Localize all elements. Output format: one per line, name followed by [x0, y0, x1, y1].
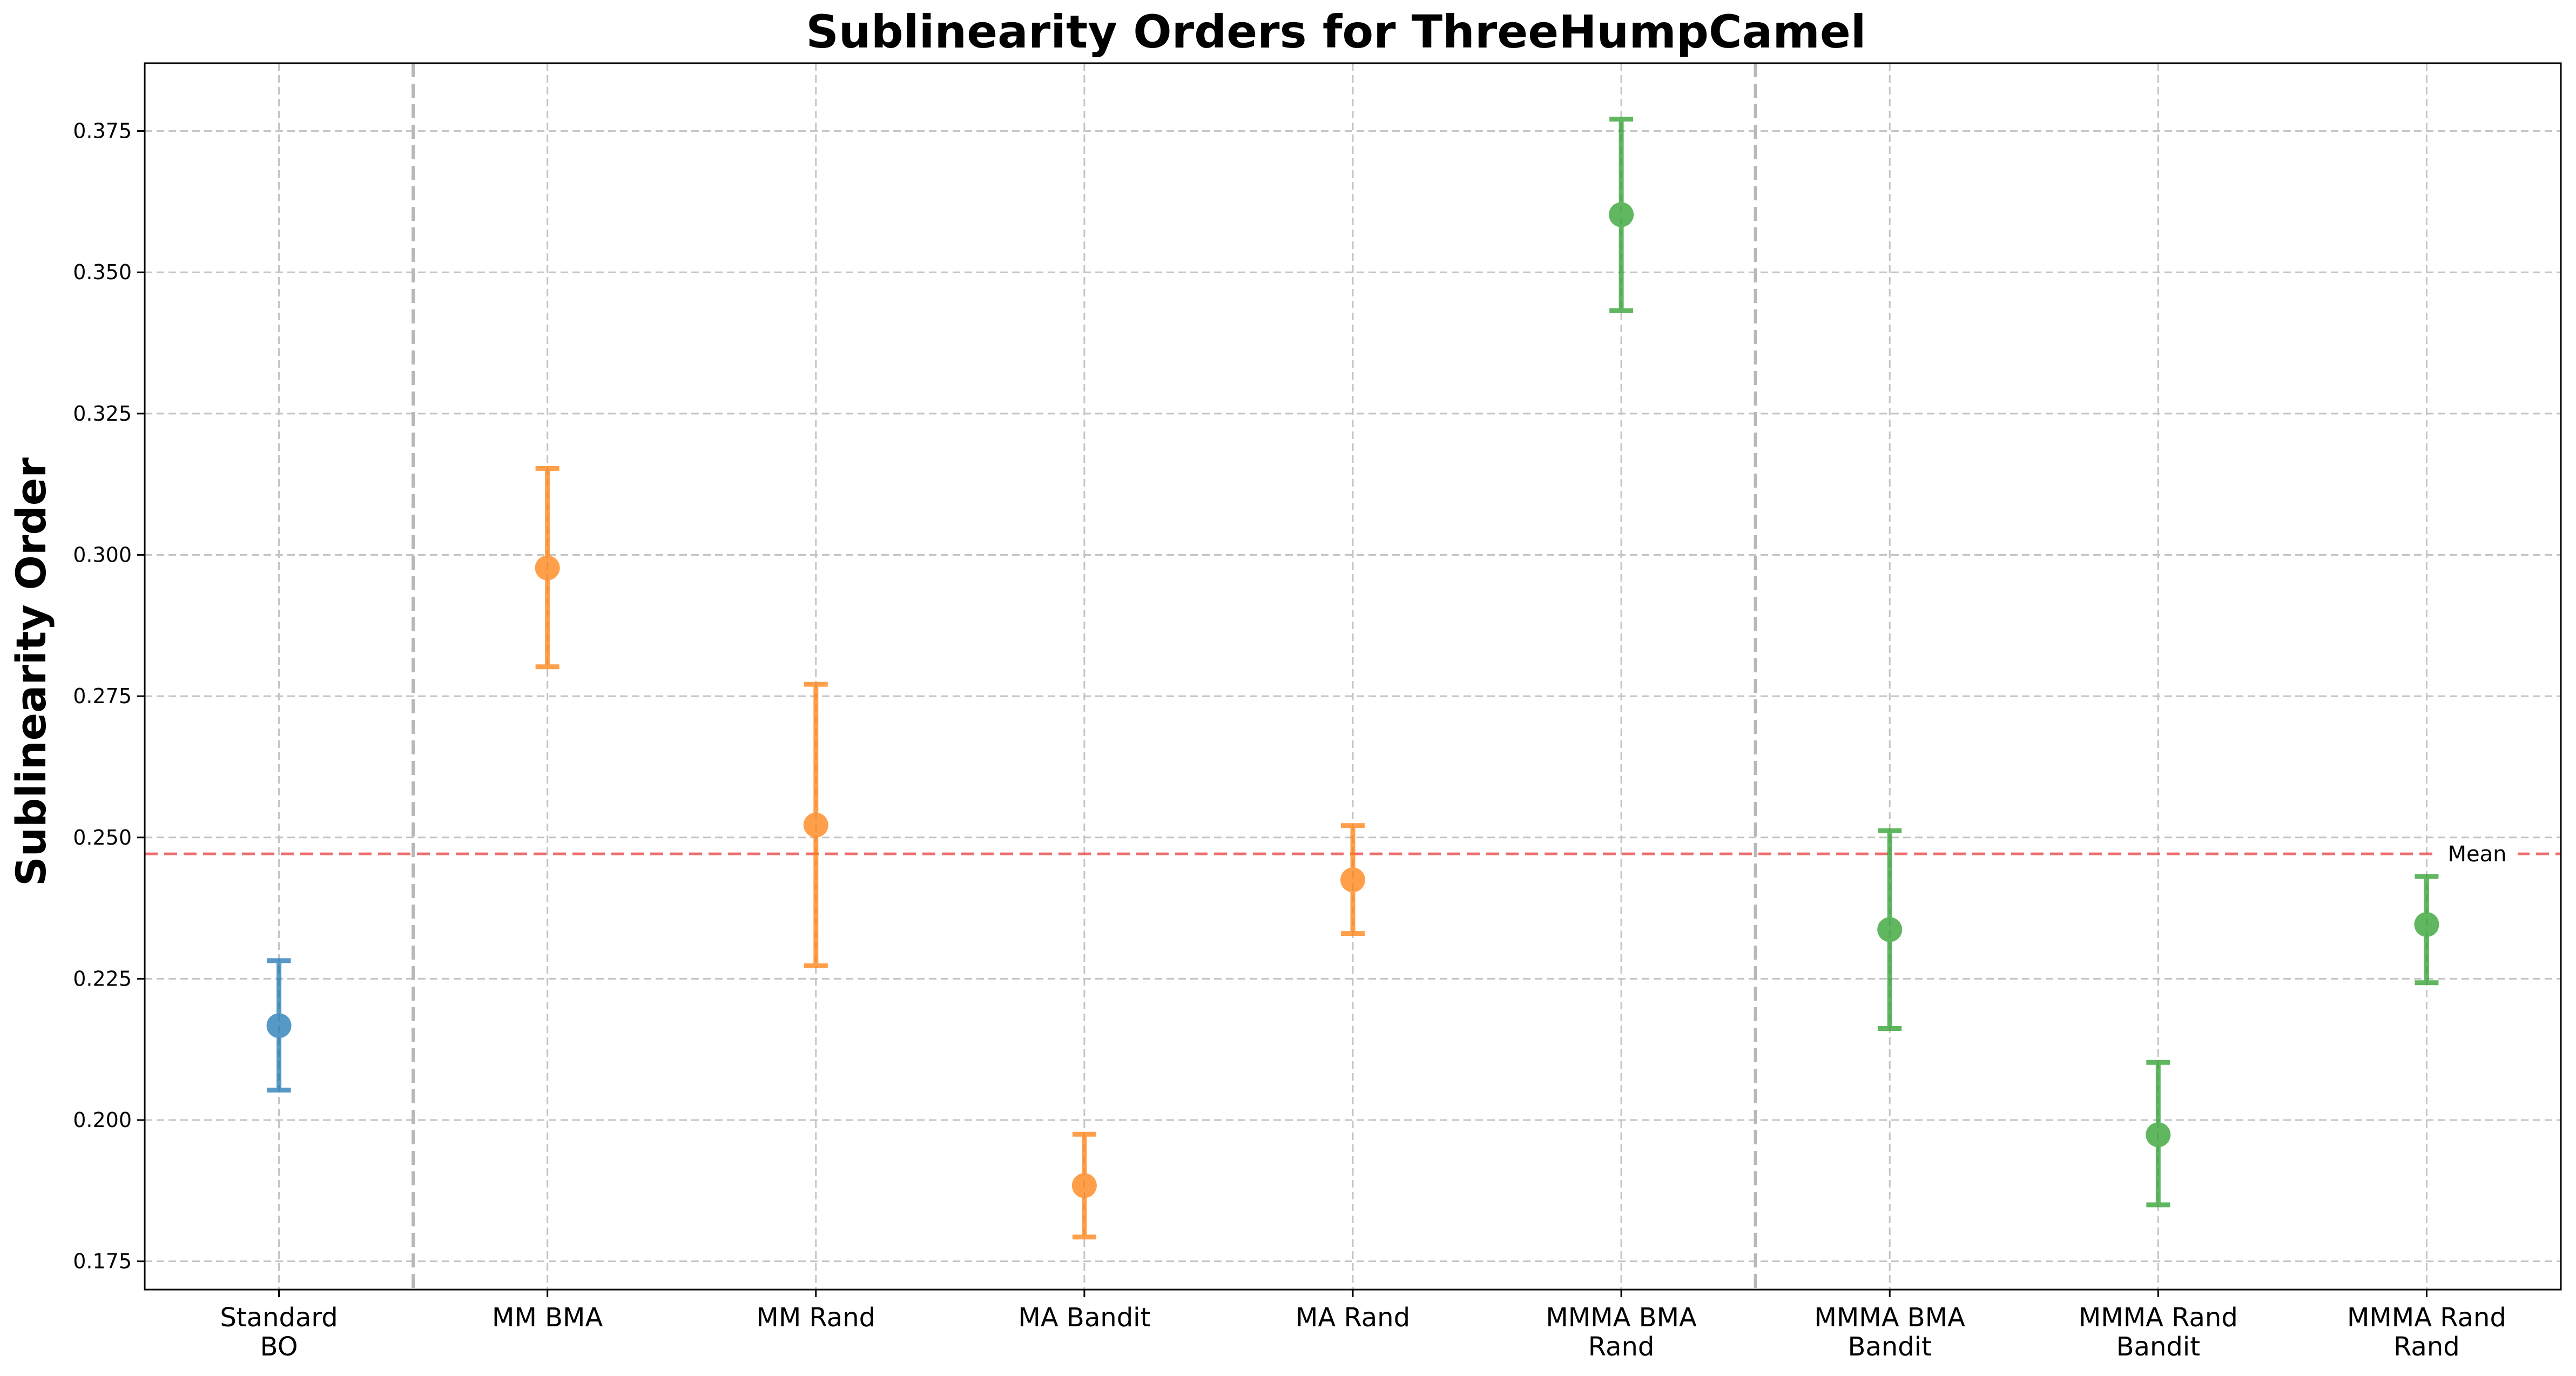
x-tick-label: Standard BO	[220, 1303, 338, 1362]
y-axis-label: Sublinearity Order	[7, 457, 55, 886]
data-point-marker	[2146, 1122, 2171, 1148]
grid	[145, 63, 2561, 1290]
x-tick-label: MMMA BMA Rand	[1546, 1303, 1697, 1362]
y-tick-label: 0.350	[73, 260, 132, 284]
data-point-marker	[2414, 912, 2439, 937]
x-tick-label-line: Rand	[2393, 1332, 2460, 1362]
x-tick-label-line: MMMA BMA	[1814, 1303, 1965, 1333]
x-tick-label-line: Bandit	[1848, 1332, 1932, 1362]
x-tick-label: MM BMA	[492, 1303, 603, 1333]
error-point	[535, 466, 560, 670]
x-tick-label-line: MA Bandit	[1018, 1303, 1150, 1333]
y-tick-label: 0.175	[73, 1250, 132, 1273]
y-tick-label: 0.325	[73, 402, 132, 426]
data-points	[266, 117, 2439, 1240]
error-point	[803, 682, 828, 968]
y-tick-label: 0.275	[73, 684, 132, 708]
error-point	[1877, 828, 1903, 1031]
data-point-marker	[1877, 917, 1903, 942]
y-tick-label: 0.225	[73, 967, 132, 990]
data-point-marker	[535, 555, 560, 581]
error-point	[1340, 823, 1365, 936]
x-tick-label-line: Bandit	[2116, 1332, 2200, 1362]
mean-label-background	[2437, 839, 2518, 869]
y-tick-label: 0.300	[73, 543, 132, 566]
data-point-marker	[803, 812, 828, 838]
x-tick-label: MMMA Rand Rand	[2347, 1303, 2506, 1362]
error-point	[2146, 1060, 2171, 1208]
x-tick-label-line: MM BMA	[492, 1303, 603, 1333]
x-tick-label: MMMA Rand Bandit	[2079, 1303, 2238, 1362]
error-point	[2414, 874, 2439, 986]
data-point-marker	[1609, 202, 1634, 227]
x-tick-label-line: MMMA Rand	[2347, 1303, 2506, 1333]
y-tick-label: 0.375	[73, 119, 132, 143]
error-point	[266, 958, 292, 1093]
x-tick-label: MA Bandit	[1018, 1303, 1150, 1333]
y-tick-label: 0.200	[73, 1108, 132, 1132]
error-point	[1609, 117, 1634, 313]
x-tick-label-line: BO	[260, 1332, 298, 1362]
data-point-marker	[1340, 867, 1365, 893]
error-point	[1071, 1131, 1097, 1240]
x-tick-label-line: MMMA Rand	[2079, 1303, 2238, 1333]
x-tick-label-line: MMMA BMA	[1546, 1303, 1697, 1333]
mean-label: Mean	[2448, 842, 2507, 867]
y-tick-label: 0.250	[73, 826, 132, 849]
x-tick-label: MA Rand	[1296, 1303, 1410, 1333]
x-tick-label-line: MM Rand	[756, 1303, 875, 1333]
x-ticks: Standard BO MM BMA MM Rand MA Bandit MA Rand M…	[220, 1290, 2506, 1362]
plot-frame	[144, 62, 2562, 1291]
x-tick-label-line: Rand	[1588, 1332, 1655, 1362]
chart-title: Sublinearity Orders for ThreeHumpCamel	[806, 5, 1866, 58]
data-point-marker	[1071, 1173, 1097, 1198]
x-tick-label: MMMA BMA Bandit	[1814, 1303, 1965, 1362]
x-tick-label-line: MA Rand	[1296, 1303, 1410, 1333]
y-ticks: 0.175 0.200 0.225 0.250 0.275 0.300 0.325 0.350…	[73, 119, 145, 1273]
x-tick-label: MM Rand	[756, 1303, 875, 1333]
data-point-marker	[266, 1013, 292, 1038]
x-tick-label-line: Standard	[220, 1303, 338, 1333]
